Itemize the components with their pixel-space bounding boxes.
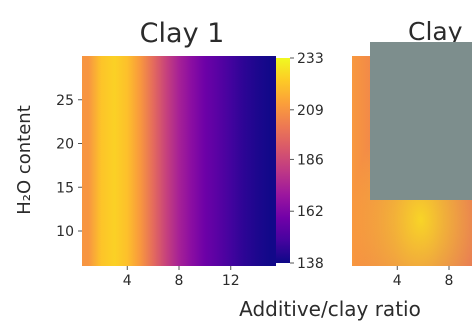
heatmap-1-field	[82, 56, 276, 266]
y-tick-label: 25	[56, 93, 74, 109]
x-tick-label: 12	[222, 273, 240, 289]
y-tick-label: 10	[56, 224, 74, 240]
colorbar-ticks: 233 209 186 162 138	[290, 51, 324, 272]
colorbar-tick-label: 138	[297, 256, 324, 272]
x-tick-label: 4	[393, 273, 402, 289]
x-axis-label: Additive/clay ratio	[239, 297, 421, 321]
heatmap-panel-1: Clay 1 H₂O content 10 15 20 25 4 8 12	[14, 18, 276, 289]
occluding-rectangle	[370, 42, 472, 200]
colorbar-strip	[276, 58, 290, 263]
x-tick-label: 8	[445, 273, 454, 289]
x-ticks: 4 8 12	[123, 266, 240, 289]
x-tick-label: 4	[123, 273, 132, 289]
colorbar-tick-label: 162	[297, 204, 324, 220]
y-axis-label: H₂O content	[14, 105, 35, 215]
colorbar-tick-label: 186	[297, 152, 324, 168]
colorbar-tick-label: 209	[297, 103, 324, 119]
panel-1-title: Clay 1	[140, 18, 225, 49]
y-tick-label: 15	[56, 180, 74, 196]
colorbar-tick-label: 233	[297, 51, 324, 67]
colorbar: 233 209 186 162 138	[276, 51, 324, 272]
x-tick-label: 8	[175, 273, 184, 289]
panel-2-title: Clay	[408, 17, 463, 46]
y-ticks: 10 15 20 25	[56, 93, 82, 240]
y-tick-label: 20	[56, 137, 74, 153]
